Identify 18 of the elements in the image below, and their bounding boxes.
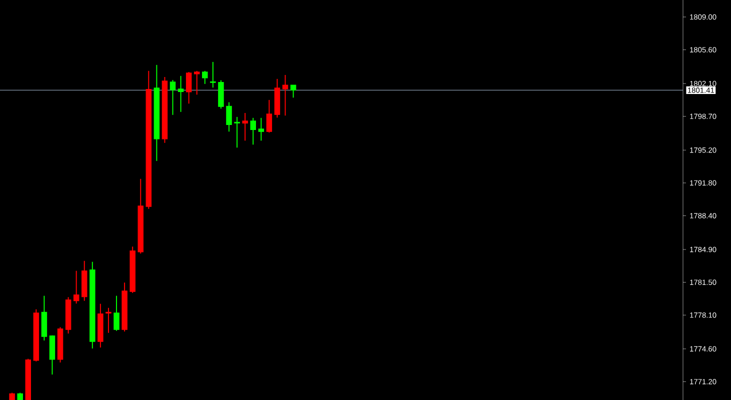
candlestick: [234, 116, 240, 148]
candlestick: [250, 117, 256, 146]
candlestick: [49, 334, 56, 376]
candlestick: [170, 79, 176, 116]
candlestick: [73, 270, 80, 304]
candlestick: [202, 70, 208, 84]
candlestick: [210, 61, 216, 88]
candlestick: [290, 84, 296, 98]
candlestick: [114, 295, 120, 332]
candlestick: [178, 75, 184, 112]
candlestick: [242, 112, 248, 142]
candlestick: [106, 307, 112, 334]
candlestick: [186, 71, 192, 104]
candlestick: [258, 117, 264, 142]
candlestick: [266, 99, 272, 134]
candlestick: [226, 102, 232, 132]
candlestick: [194, 70, 200, 96]
candlestick: [282, 74, 288, 116]
